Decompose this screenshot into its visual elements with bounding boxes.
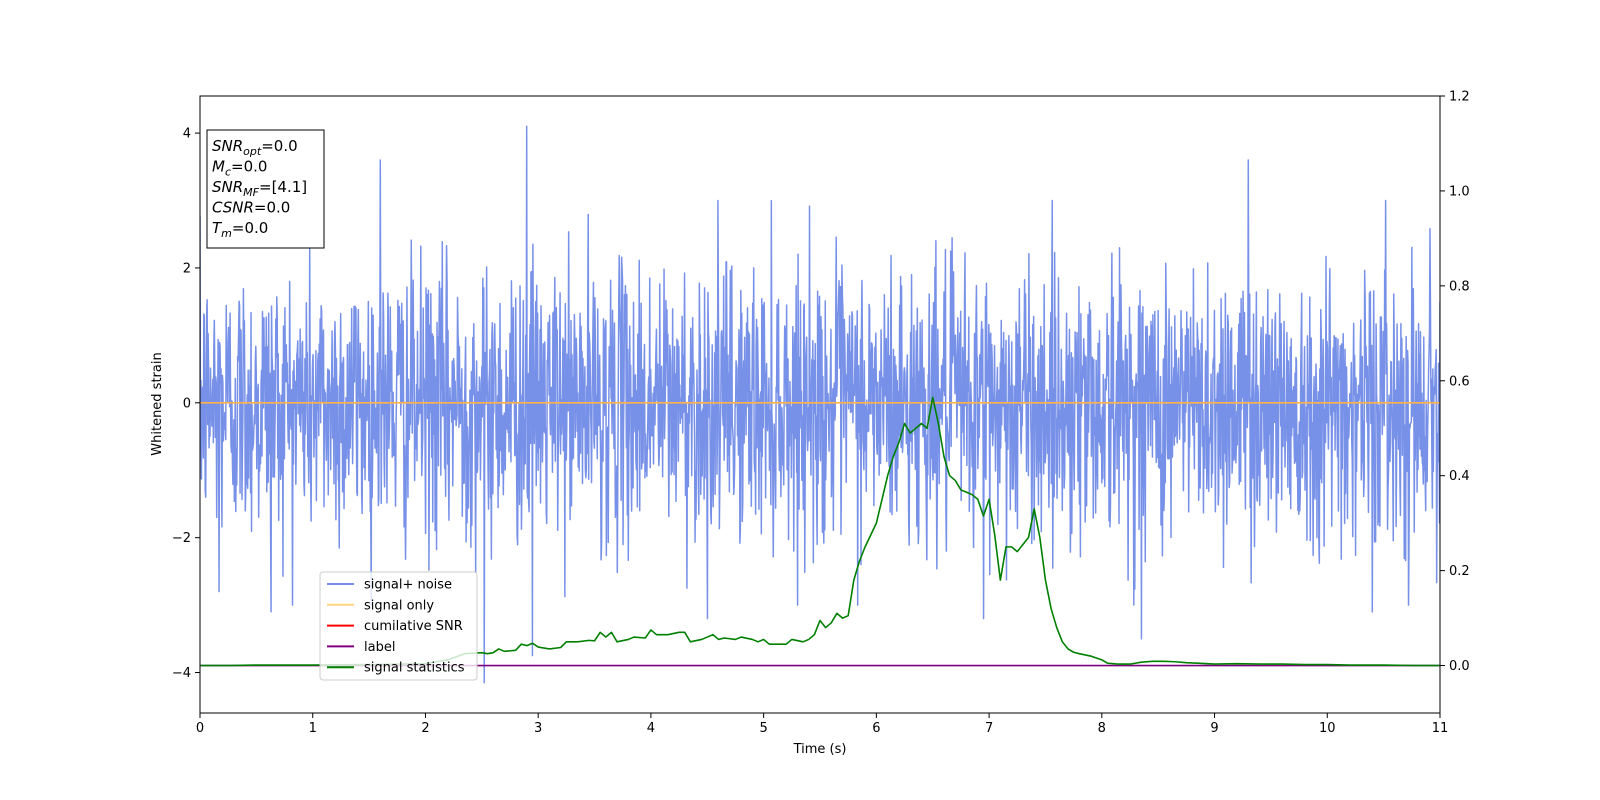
legend: signal+ noise signal only cumilative SNR la… bbox=[319, 571, 478, 681]
legend-frame bbox=[319, 571, 478, 681]
x-axis-label: Time (s) bbox=[793, 742, 847, 757]
x-tick-label: 3 bbox=[534, 721, 542, 736]
y2-tick-label: 0.0 bbox=[1449, 659, 1470, 674]
y-tick-label: −2 bbox=[172, 531, 191, 546]
x-tick-label: 8 bbox=[1098, 721, 1106, 736]
x-tick-label: 7 bbox=[985, 721, 993, 736]
y2-tick-label: 0.2 bbox=[1449, 564, 1470, 579]
x-tick-label: 1 bbox=[309, 721, 317, 736]
x-tick-label: 9 bbox=[1210, 721, 1218, 736]
x-tick-label: 4 bbox=[647, 721, 655, 736]
x-tick-label: 11 bbox=[1432, 721, 1449, 736]
y-tick-label: 0 bbox=[183, 396, 191, 411]
x-tick-label: 2 bbox=[421, 721, 429, 736]
series-line-signal-noise bbox=[200, 125, 1440, 684]
y2-tick-label: 0.6 bbox=[1449, 374, 1470, 389]
x-tick-label: 6 bbox=[872, 721, 880, 736]
x-tick-label: 10 bbox=[1319, 721, 1336, 736]
y2-tick-label: 1.2 bbox=[1449, 90, 1470, 105]
y2-tick-label: 1.0 bbox=[1449, 184, 1470, 199]
y-tick-label: −4 bbox=[172, 666, 191, 681]
info-box-line: SNRopt=0.0 bbox=[212, 137, 298, 158]
legend-label-signal-only: signal only bbox=[364, 598, 434, 613]
x-tick-label: 0 bbox=[196, 721, 204, 736]
legend-label-label: label bbox=[364, 640, 395, 655]
legend-label-cumilative-snr: cumilative SNR bbox=[364, 619, 463, 634]
x-tick-label: 5 bbox=[759, 721, 767, 736]
ticks-layer: 0 1 2 3 4 5 6 7 8 9 10 11 4 2 0 −2 −4 1.2 1.0 0.8 0.6 0.4 0.2 0… bbox=[172, 90, 1470, 737]
info-box-line: Mc=0.0 bbox=[212, 158, 267, 179]
y2-tick-label: 0.8 bbox=[1449, 279, 1470, 294]
y-tick-label: 2 bbox=[183, 261, 191, 276]
info-box-frame bbox=[206, 129, 325, 249]
y-tick-label: 4 bbox=[183, 127, 191, 142]
info-box-line: Tm=0.0 bbox=[212, 219, 268, 240]
legend-label-signal-noise: signal+ noise bbox=[364, 578, 452, 593]
info-box-line: SNRMF=[4.1] bbox=[212, 178, 307, 199]
legend-label-signal-statistics: signal statistics bbox=[364, 661, 465, 676]
y2-tick-label: 0.4 bbox=[1449, 469, 1470, 484]
plot-frame bbox=[199, 95, 1441, 714]
y-axis-label: Whitened strain bbox=[150, 352, 165, 455]
info-box-line: CSNR=0.0 bbox=[212, 199, 290, 217]
series-line-signal-statistics bbox=[200, 396, 1440, 667]
